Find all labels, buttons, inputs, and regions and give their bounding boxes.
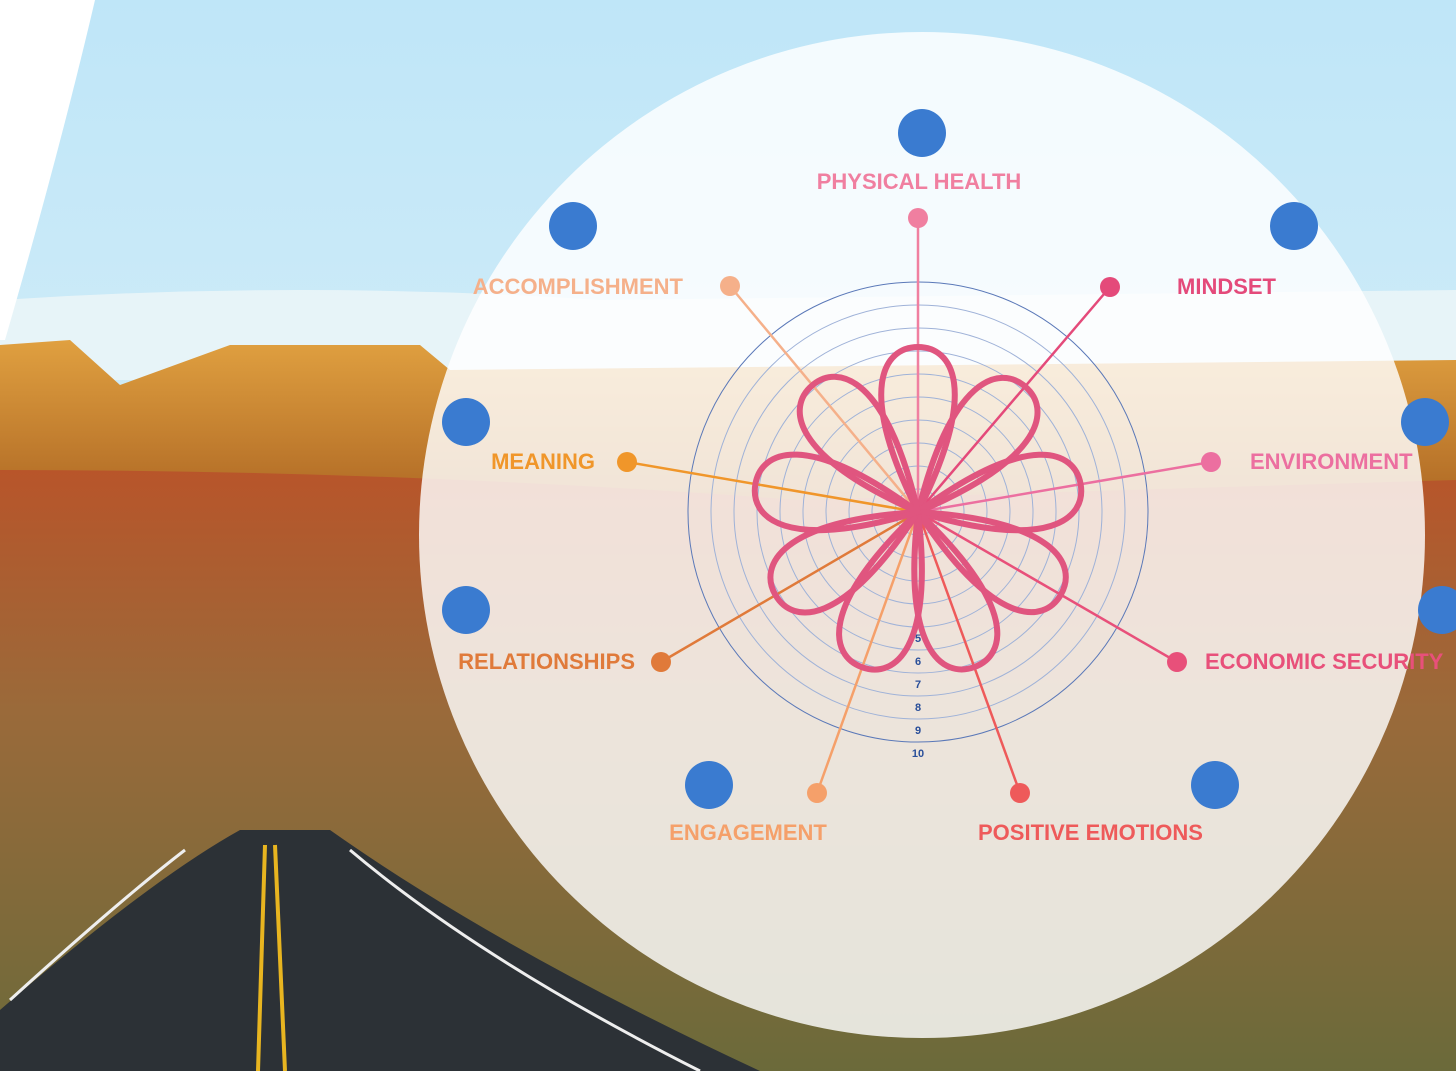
spoke-dot bbox=[617, 452, 637, 472]
flower bbox=[751, 344, 1085, 673]
dimension-label: MINDSET bbox=[1177, 274, 1277, 299]
dimension-button[interactable] bbox=[1418, 586, 1456, 634]
spoke-dot bbox=[651, 652, 671, 672]
dimension-label: ACCOMPLISHMENT bbox=[473, 274, 684, 299]
spoke-dot bbox=[807, 783, 827, 803]
dimension-button[interactable] bbox=[1270, 202, 1318, 250]
dimension-label: RELATIONSHIPS bbox=[458, 649, 635, 674]
spoke-dot bbox=[1201, 452, 1221, 472]
dimension-label: ECONOMIC SECURITY bbox=[1205, 649, 1444, 674]
scale-label: 10 bbox=[912, 748, 924, 760]
spoke-dot bbox=[720, 276, 740, 296]
spoke bbox=[917, 286, 1111, 513]
dimension-labels: PHYSICAL HEALTH MINDSET ENVIRONMENT ECONOMI… bbox=[442, 109, 1456, 845]
spoke-dot bbox=[1167, 652, 1187, 672]
dimension-button[interactable] bbox=[685, 761, 733, 809]
scale-label: 5 bbox=[915, 633, 921, 645]
dimension-label: MEANING bbox=[491, 449, 595, 474]
petal bbox=[796, 373, 921, 515]
spoke-dot bbox=[1100, 277, 1120, 297]
dimension-button[interactable] bbox=[1191, 761, 1239, 809]
spoke bbox=[917, 460, 1212, 514]
dimension-button[interactable] bbox=[549, 202, 597, 250]
spoke bbox=[815, 511, 920, 794]
scale-label: 8 bbox=[915, 702, 921, 714]
spoke-dot bbox=[1010, 783, 1030, 803]
spoke bbox=[626, 460, 919, 514]
dimension-button[interactable] bbox=[1401, 398, 1449, 446]
spoke bbox=[660, 510, 919, 664]
dimension-button[interactable] bbox=[898, 109, 946, 157]
scale-label: 9 bbox=[915, 725, 921, 737]
spokes bbox=[617, 208, 1221, 803]
dimension-label: ENVIRONMENT bbox=[1250, 449, 1413, 474]
dimension-button[interactable] bbox=[442, 398, 490, 446]
spoke bbox=[917, 510, 1178, 664]
dimension-label: POSITIVE EMOTIONS bbox=[978, 820, 1203, 845]
spoke-dot bbox=[908, 208, 928, 228]
dimension-label: ENGAGEMENT bbox=[669, 820, 827, 845]
dimension-label: PHYSICAL HEALTH bbox=[817, 169, 1022, 194]
scale-label: 6 bbox=[915, 656, 921, 668]
spoke bbox=[916, 511, 1022, 794]
scale-label: 7 bbox=[915, 679, 921, 691]
dimension-button[interactable] bbox=[442, 586, 490, 634]
spoke bbox=[729, 285, 919, 513]
